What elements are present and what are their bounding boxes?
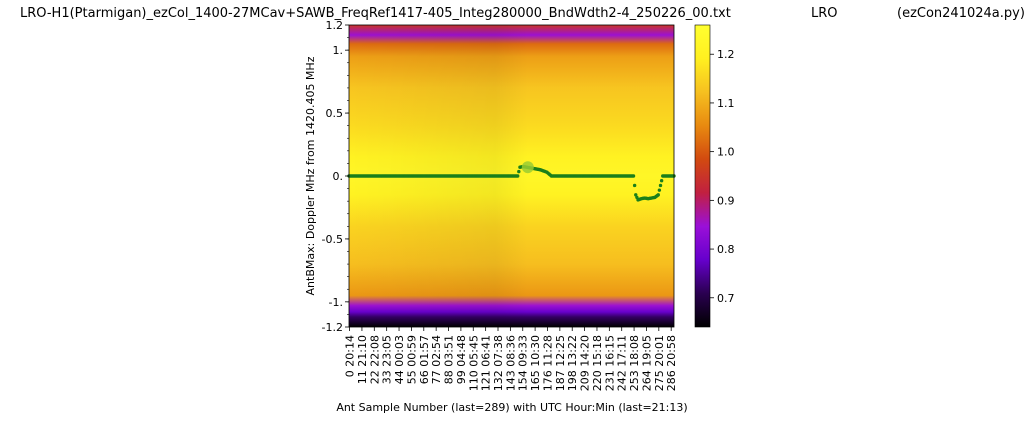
y-tick-label: 1. bbox=[333, 44, 344, 57]
series-point bbox=[658, 183, 663, 188]
x-tick-label: 143 08:36 bbox=[504, 335, 517, 391]
x-tick-label: 11 21:10 bbox=[356, 335, 369, 384]
chart-title: LRO-H1(Ptarmigan)_ezCol_1400-27MCav+SAWB… bbox=[20, 6, 731, 21]
x-tick-label: 55 00:59 bbox=[405, 335, 418, 384]
colorbar-frame bbox=[694, 24, 711, 328]
y-tick-label: 1.2 bbox=[326, 19, 344, 32]
colorbar-axis: 1.2 1.1 1.0 0.9 0.8 0.7 bbox=[710, 48, 735, 305]
x-tick-label: 242 17:11 bbox=[616, 335, 629, 391]
x-tick-label: 99 04:48 bbox=[455, 335, 468, 384]
series-point bbox=[515, 174, 520, 178]
x-tick-label: 231 16:15 bbox=[603, 335, 616, 391]
y-tick-label: -0.5 bbox=[322, 233, 343, 246]
x-tick-label: 110 05:45 bbox=[467, 335, 480, 391]
x-tick-label: 187 12:25 bbox=[554, 335, 567, 391]
x-tick-label: 121 06:41 bbox=[480, 335, 493, 391]
x-tick-label: 198 13:22 bbox=[566, 335, 579, 391]
x-tick-label: 275 20:01 bbox=[653, 335, 666, 391]
x-tick-label: 154 09:33 bbox=[517, 335, 530, 391]
x-tick-label: 253 18:08 bbox=[628, 335, 641, 391]
x-tick-label: 0 20:14 bbox=[344, 335, 357, 377]
x-tick-label: 209 14:20 bbox=[579, 335, 592, 391]
script-label: (ezCon241024a.py) bbox=[897, 6, 1024, 21]
y-tick-label: 0.5 bbox=[326, 107, 344, 120]
series-layer bbox=[347, 161, 676, 202]
x-tick-label: 33 23:05 bbox=[381, 335, 394, 384]
x-tick-label: 176 11:28 bbox=[541, 335, 554, 391]
series-point bbox=[657, 188, 662, 192]
y-axis-label: AntBMax: Doppler MHz from 1420.405 MHz bbox=[304, 56, 317, 295]
series-point bbox=[656, 193, 660, 197]
y-tick-label: 0. bbox=[333, 170, 344, 183]
colorbar-tick-label: 1.0 bbox=[717, 146, 735, 159]
x-tick-label: 44 00:03 bbox=[393, 335, 406, 384]
max-marker bbox=[521, 161, 534, 174]
colorbar-tick-label: 0.9 bbox=[717, 194, 735, 207]
y-axis: 1.2 1. 0.5 0. -0.5 -1. -1.2 bbox=[322, 19, 349, 334]
colorbar bbox=[695, 25, 710, 327]
colorbar-tick-label: 0.8 bbox=[717, 243, 735, 256]
series-point bbox=[632, 183, 637, 188]
x-tick-label: 220 15:18 bbox=[591, 335, 604, 391]
colorbar-tick-label: 0.7 bbox=[717, 292, 735, 305]
colorbar-tick-label: 1.2 bbox=[717, 48, 735, 61]
x-axis: 0 20:14 11 21:10 22 22:08 33 23:05 44 00:03 5… bbox=[344, 327, 678, 391]
x-tick-label: 77 02:54 bbox=[430, 335, 443, 384]
x-tick-label: 165 10:30 bbox=[529, 335, 542, 391]
y-tick-label: -1. bbox=[329, 296, 343, 309]
x-tick-label: 132 07:38 bbox=[492, 335, 505, 391]
series-point bbox=[631, 174, 636, 178]
x-tick-label: 286 20:58 bbox=[665, 335, 678, 391]
series-point bbox=[659, 179, 664, 183]
y-tick-label: -1.2 bbox=[322, 321, 343, 334]
observatory-label: LRO bbox=[811, 6, 838, 21]
colorbar-tick-label: 1.1 bbox=[717, 97, 735, 110]
x-tick-label: 264 19:05 bbox=[640, 335, 653, 391]
series-point bbox=[517, 169, 521, 174]
x-axis-label: Ant Sample Number (last=289) with UTC Ho… bbox=[336, 401, 687, 414]
x-tick-label: 66 01:57 bbox=[418, 335, 431, 384]
x-tick-label: 88 03:51 bbox=[443, 335, 456, 384]
x-tick-label: 22 22:08 bbox=[368, 335, 381, 384]
